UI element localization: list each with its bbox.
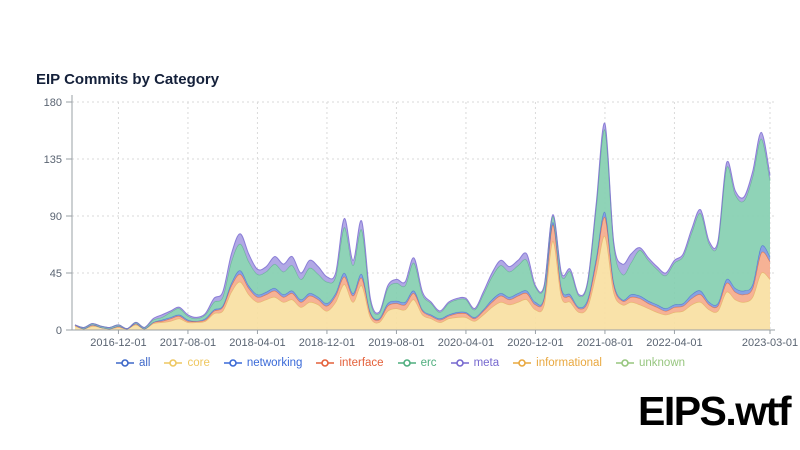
y-tick-label: 0 [56, 325, 62, 337]
area-edge-meta [74, 123, 771, 330]
x-tick-label: 2018-12-01 [299, 337, 355, 349]
legend-item-core[interactable]: core [163, 357, 210, 369]
legend-item-erc[interactable]: erc [397, 357, 437, 369]
legend-label: erc [420, 357, 437, 369]
x-tick-label: 2020-04-01 [438, 337, 494, 349]
legend-item-all[interactable]: all [115, 357, 151, 369]
legend-marker-icon [164, 359, 183, 367]
legend-label: unknown [638, 357, 686, 369]
area-series-core [75, 236, 770, 330]
legend-item-networking[interactable]: networking [223, 357, 303, 369]
x-tick-label: 2017-08-01 [160, 337, 216, 349]
x-tick-label: 2020-12-01 [507, 337, 563, 349]
x-tick-label: 2021-08-01 [577, 337, 633, 349]
legend-item-interface[interactable]: interface [315, 357, 384, 369]
legend-label: interface [339, 357, 384, 369]
legend-item-unknown[interactable]: unknown [615, 357, 685, 369]
area-series-erc [75, 129, 770, 329]
y-tick-label: 45 [50, 268, 62, 280]
x-tick-label: 2023-03-01 [742, 337, 798, 349]
chart-title: EIP Commits by Category [36, 71, 220, 88]
chart-plot[interactable]: 0 45 90 135 180 2016-12-01 2017-08-01 2018-04-0… [0, 0, 800, 385]
eips-wtf-logo: EIPS.wtf [637, 388, 792, 434]
legend-marker-icon [450, 359, 469, 367]
legend-marker-icon [513, 359, 532, 367]
legend-label: networking [246, 357, 303, 369]
chart-legend: all core networking interface erc meta informa… [0, 357, 800, 369]
legend-marker-icon [615, 359, 634, 367]
legend-label: meta [473, 357, 500, 369]
legend-marker-icon [397, 359, 416, 367]
x-tick-label: 2022-04-01 [646, 337, 702, 349]
y-tick-label: 135 [44, 154, 62, 166]
legend-marker-icon [223, 359, 242, 367]
legend-item-informational[interactable]: informational [512, 357, 602, 369]
y-tick-label: 90 [50, 211, 62, 223]
legend-marker-icon [316, 359, 335, 367]
legend-label: all [138, 357, 151, 369]
x-tick-label: 2018-04-01 [229, 337, 285, 349]
y-tick-label: 180 [44, 97, 62, 109]
legend-marker-icon [115, 359, 134, 367]
legend-label: core [187, 357, 210, 369]
legend-item-meta[interactable]: meta [450, 357, 500, 369]
x-tick-label: 2019-08-01 [368, 337, 424, 349]
legend-label: informational [536, 357, 602, 369]
x-tick-label: 2016-12-01 [90, 337, 146, 349]
